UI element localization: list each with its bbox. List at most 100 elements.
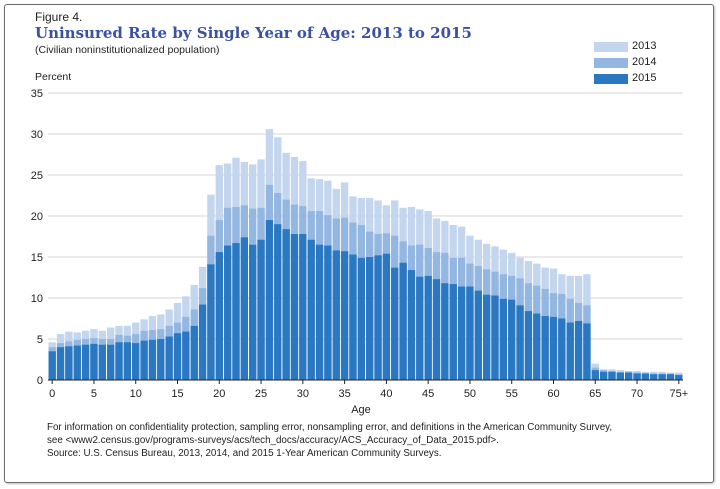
bar-2015-age-34 <box>332 250 340 380</box>
bar-2015-age-24 <box>249 244 257 380</box>
bar-2015-age-40 <box>382 253 391 380</box>
bar-2015-age-60 <box>549 316 558 380</box>
bar-2015-age-30 <box>299 234 307 380</box>
bar-2015-age-43 <box>407 270 416 380</box>
legend-label-2013: 2013 <box>632 40 657 52</box>
bar-2015-age-63 <box>574 320 583 380</box>
bar-2015-age-57 <box>524 311 533 380</box>
bar-2015-age-14 <box>165 336 173 380</box>
bar-2015-age-32 <box>315 244 324 380</box>
bar-2015-age-41 <box>391 267 399 380</box>
bar-2015-age-69 <box>625 372 633 380</box>
notes: For information on confidentiality prote… <box>47 421 612 460</box>
bar-2015-age-47 <box>441 283 449 380</box>
chart-subtitle: (Civilian noninstitutionalized populatio… <box>35 44 220 56</box>
y-tick-label-5: 5 <box>37 334 43 346</box>
bar-2015-age-39 <box>374 255 382 380</box>
bar-2015-age-21 <box>223 245 232 380</box>
y-tick-label-25: 25 <box>31 170 43 182</box>
x-tick-label-65: 65 <box>589 388 601 400</box>
bar-2015-age-18 <box>198 304 207 380</box>
bar-2015-age-8 <box>115 342 123 380</box>
bar-2015-age-11 <box>140 340 148 380</box>
bar-2015-age-16 <box>182 331 190 380</box>
legend-label-2014: 2014 <box>632 56 657 68</box>
source-line: Source: U.S. Census Bureau, 2013, 2014, … <box>47 448 442 459</box>
bar-2015-age-48 <box>449 284 457 380</box>
bar-2015-age-53 <box>491 295 499 380</box>
bar-2015-age-25 <box>257 239 265 380</box>
legend-swatch-2013 <box>594 42 628 52</box>
figure-label: Figure 4. <box>35 10 83 24</box>
figure-frame <box>4 4 714 483</box>
bar-2015-age-72 <box>650 374 658 380</box>
bar-2015-age-44 <box>416 276 424 380</box>
bar-2015-age-23 <box>240 237 249 380</box>
bar-2015-age-35 <box>340 251 349 380</box>
bar-2015-age-6 <box>98 344 106 380</box>
bar-2015-age-0 <box>48 351 56 380</box>
bar-2015-age-17 <box>190 325 198 380</box>
bar-2015-age-46 <box>432 279 441 380</box>
bar-2015-age-59 <box>541 316 549 380</box>
bar-2015-age-27 <box>274 224 282 380</box>
bar-2015-age-3 <box>73 345 81 380</box>
bar-2015-age-62 <box>566 322 574 380</box>
bars <box>48 129 683 380</box>
legend-swatch-2015 <box>594 74 628 84</box>
y-tick-label-10: 10 <box>31 293 43 305</box>
bar-2015-age-33 <box>324 245 332 380</box>
y-tick-label-30: 30 <box>31 129 43 141</box>
y-tick-label-15: 15 <box>31 252 43 264</box>
bar-2015-age-9 <box>123 342 132 380</box>
bar-2015-age-66 <box>599 371 608 380</box>
bar-2015-age-38 <box>366 257 374 380</box>
chart-title: Uninsured Rate by Single Year of Age: 20… <box>35 24 472 42</box>
y-tick-label-0: 0 <box>37 375 43 387</box>
x-tick-label-75+: 75+ <box>669 388 688 400</box>
bar-2015-age-12 <box>148 339 157 380</box>
bar-2015-age-56 <box>516 305 524 380</box>
bar-2015-age-36 <box>349 254 357 380</box>
note-line-2: see <www2.census.gov/programs-surveys/ac… <box>47 435 499 446</box>
legend-label-2015: 2015 <box>632 72 657 84</box>
x-tick-label-0: 0 <box>49 388 55 400</box>
note-line-1: For information on confidentiality prote… <box>47 422 613 433</box>
x-tick-label-70: 70 <box>631 388 643 400</box>
bar-2015-age-37 <box>357 257 365 380</box>
y-tick-label-20: 20 <box>31 211 43 223</box>
bar-2015-age-4 <box>81 344 90 380</box>
bar-2015-age-1 <box>56 347 65 380</box>
x-tick-label-45: 45 <box>422 388 434 400</box>
bar-2015-age-15 <box>173 333 182 380</box>
x-tick-label-15: 15 <box>171 388 183 400</box>
bar-2015-age-71 <box>641 373 650 380</box>
bar-2015-age-19 <box>207 264 215 380</box>
bar-2015-age-29 <box>290 234 299 380</box>
x-tick-label-40: 40 <box>380 388 392 400</box>
x-tick-label-35: 35 <box>338 388 350 400</box>
bar-2015-age-5 <box>90 343 98 380</box>
bar-2015-age-70 <box>633 373 641 380</box>
bar-2015-age-54 <box>499 298 508 380</box>
bar-2015-age-26 <box>265 220 274 380</box>
bar-2015-age-50 <box>466 286 474 380</box>
x-tick-label-60: 60 <box>547 388 559 400</box>
x-tick-label-50: 50 <box>464 388 476 400</box>
bar-2015-age-20 <box>215 252 223 380</box>
bar-2015-age-28 <box>282 229 290 380</box>
x-axis-label: Age <box>351 404 371 416</box>
bar-2015-age-73 <box>658 374 666 380</box>
bar-2015-age-65 <box>591 370 599 380</box>
legend-swatch-2014 <box>594 58 628 68</box>
bar-2015-age-74 <box>666 374 675 380</box>
bar-2015-age-67 <box>608 371 616 380</box>
bar-2015-age-58 <box>533 313 541 380</box>
bar-2015-age-55 <box>508 299 516 380</box>
bar-2015-age-52 <box>482 294 491 380</box>
x-tick-label-55: 55 <box>506 388 518 400</box>
bar-2015-age-2 <box>65 346 73 380</box>
axes: 0 5 10 15 20 25 30 35 0 5 10 15 20 25 30 35 40 45 50 55 60 65… <box>31 88 688 400</box>
bar-2015-age-51 <box>474 290 482 380</box>
